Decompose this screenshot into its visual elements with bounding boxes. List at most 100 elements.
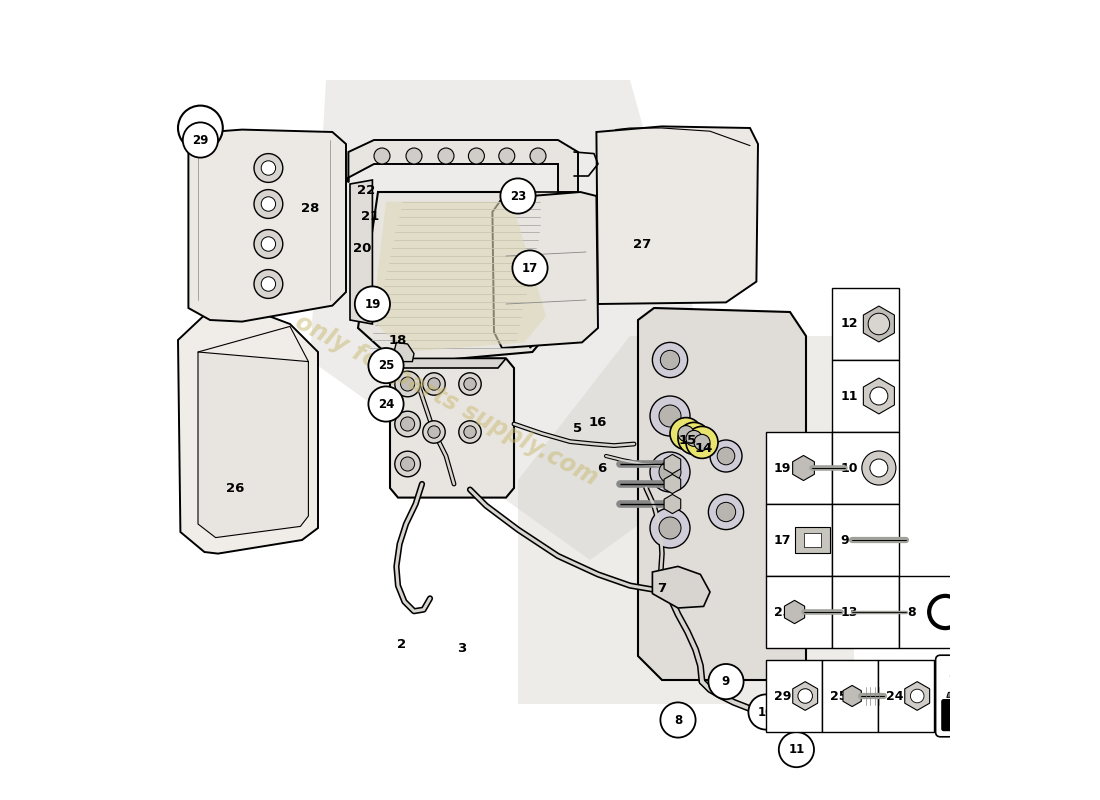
Text: 10: 10 (758, 706, 774, 718)
Circle shape (678, 426, 694, 442)
Polygon shape (390, 358, 506, 368)
Circle shape (395, 371, 420, 397)
Text: 23: 23 (774, 606, 791, 618)
Polygon shape (350, 180, 373, 324)
Circle shape (650, 508, 690, 548)
Circle shape (660, 350, 680, 370)
Circle shape (374, 148, 390, 164)
Text: 25: 25 (377, 359, 394, 372)
FancyBboxPatch shape (833, 288, 899, 360)
Polygon shape (950, 666, 1003, 687)
Polygon shape (652, 566, 710, 608)
Circle shape (261, 237, 276, 251)
Polygon shape (843, 686, 861, 706)
FancyBboxPatch shape (766, 504, 833, 576)
Polygon shape (530, 192, 558, 348)
Circle shape (659, 517, 681, 539)
Text: 1: 1 (389, 398, 398, 410)
Circle shape (428, 378, 440, 390)
Circle shape (406, 148, 422, 164)
Circle shape (659, 405, 681, 427)
Text: 25: 25 (830, 690, 847, 702)
Text: 18: 18 (388, 334, 407, 346)
Text: 20: 20 (353, 242, 371, 254)
Circle shape (395, 451, 420, 477)
Polygon shape (188, 130, 346, 322)
Polygon shape (178, 312, 318, 554)
Text: 29: 29 (192, 134, 209, 146)
Polygon shape (664, 454, 681, 474)
Circle shape (261, 197, 276, 211)
Text: 27: 27 (632, 238, 651, 250)
Circle shape (498, 148, 515, 164)
FancyBboxPatch shape (766, 432, 833, 504)
Circle shape (464, 426, 476, 438)
FancyBboxPatch shape (803, 533, 822, 547)
Circle shape (716, 502, 736, 522)
Text: 12: 12 (814, 578, 830, 590)
Text: 19: 19 (364, 298, 381, 310)
Circle shape (861, 451, 895, 485)
Text: 115 04: 115 04 (950, 710, 1004, 725)
FancyBboxPatch shape (936, 655, 1019, 737)
Polygon shape (493, 192, 598, 348)
Text: 24: 24 (886, 690, 903, 702)
Text: 13: 13 (798, 578, 814, 590)
Polygon shape (518, 336, 854, 704)
Circle shape (254, 270, 283, 298)
Circle shape (368, 386, 404, 422)
Circle shape (459, 373, 481, 395)
Circle shape (694, 434, 710, 450)
Circle shape (660, 702, 695, 738)
Circle shape (459, 421, 481, 443)
Circle shape (355, 286, 390, 322)
Circle shape (789, 566, 824, 602)
Text: 13: 13 (840, 606, 858, 618)
Text: 9: 9 (840, 534, 849, 546)
Circle shape (183, 122, 218, 158)
Circle shape (400, 457, 415, 471)
Circle shape (438, 148, 454, 164)
Polygon shape (905, 682, 930, 710)
Text: only for parts supply.com: only for parts supply.com (290, 310, 602, 490)
Text: 29: 29 (774, 690, 791, 702)
Polygon shape (947, 689, 1007, 698)
Circle shape (798, 689, 813, 703)
Circle shape (650, 452, 690, 492)
Polygon shape (596, 126, 758, 304)
Text: 5: 5 (573, 422, 583, 434)
FancyBboxPatch shape (794, 526, 830, 554)
Polygon shape (664, 474, 681, 494)
Circle shape (530, 148, 546, 164)
Circle shape (513, 250, 548, 286)
Text: 11: 11 (840, 390, 858, 402)
Polygon shape (793, 682, 817, 710)
Polygon shape (864, 306, 894, 342)
Text: 14: 14 (694, 442, 713, 454)
Polygon shape (793, 455, 814, 481)
FancyBboxPatch shape (942, 699, 1013, 731)
Circle shape (254, 230, 283, 258)
Circle shape (395, 411, 420, 437)
Text: 8: 8 (906, 606, 915, 618)
Circle shape (930, 596, 961, 628)
Circle shape (710, 440, 742, 472)
Circle shape (178, 106, 223, 150)
Circle shape (717, 447, 735, 465)
FancyBboxPatch shape (822, 660, 878, 732)
Circle shape (368, 348, 404, 383)
Text: 29: 29 (192, 123, 208, 133)
Polygon shape (373, 202, 546, 352)
Text: 19: 19 (774, 462, 791, 474)
Circle shape (650, 396, 690, 436)
Circle shape (686, 426, 718, 458)
Text: 7: 7 (658, 582, 667, 594)
Circle shape (261, 161, 276, 175)
Polygon shape (349, 140, 578, 192)
Text: 11: 11 (789, 743, 804, 756)
Polygon shape (784, 600, 804, 624)
Circle shape (400, 377, 415, 391)
Polygon shape (638, 308, 806, 680)
Text: 24: 24 (377, 398, 394, 410)
Text: 2: 2 (397, 638, 407, 650)
